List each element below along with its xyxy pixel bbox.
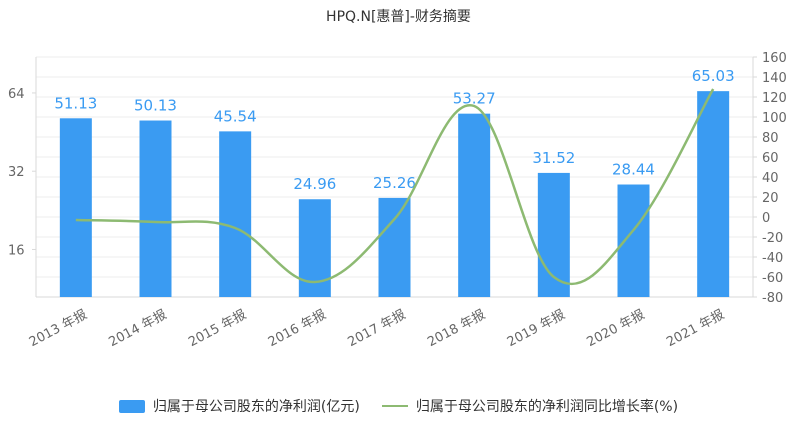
chart-title: HPQ.N[惠普]-财务摘要 (326, 9, 471, 25)
right-axis-tick-label: -60 (762, 271, 783, 286)
bar (617, 184, 650, 297)
data-label: 24.96 (293, 175, 336, 193)
x-axis-tick-label: 2019 年报 (505, 307, 568, 350)
bar (139, 120, 172, 297)
left-axis-tick-label: 64 (8, 87, 25, 102)
legend-item-bar[interactable]: 归属于母公司股东的净利润(亿元) (118, 396, 360, 416)
data-label: 51.13 (54, 94, 97, 112)
right-axis-tick-label: 20 (762, 191, 779, 206)
legend-bar-swatch (118, 399, 145, 413)
left-axis-tick-label: 16 (8, 243, 25, 258)
legend-line-swatch (381, 405, 408, 407)
x-axis-tick-label: 2017 年报 (346, 307, 409, 350)
left-axis-tick-label: 32 (8, 165, 25, 180)
right-axis-tick-label: -80 (762, 291, 783, 306)
right-axis-tick-label: 0 (762, 211, 770, 226)
x-axis-tick-label: 2018 年报 (425, 307, 488, 350)
bar (219, 131, 252, 297)
data-label: 45.54 (214, 107, 257, 125)
data-label: 53.27 (453, 90, 496, 108)
x-axis-tick-label: 2015 年报 (186, 307, 249, 350)
x-axis-tick-label: 2014 年报 (107, 307, 170, 350)
right-axis-tick-label: 120 (762, 91, 787, 106)
chart-canvas: 16 32 64 160 140 120 100 80 60 40 20 0 -20 -40 -60 -80 5… (8, 51, 787, 350)
right-axis-tick-label: 80 (762, 131, 779, 146)
right-axis-tick-label: -40 (762, 251, 783, 266)
right-axis-tick-label: 100 (762, 111, 787, 126)
growth-rate-line (75, 88, 715, 286)
legend: 归属于母公司股东的净利润(亿元) 归属于母公司股东的净利润同比增长率(%) (0, 396, 797, 416)
right-axis-tick-label: 60 (762, 151, 779, 166)
data-label: 65.03 (692, 67, 735, 85)
bar (697, 91, 730, 297)
legend-label-line: 归属于母公司股东的净利润同比增长率(%) (415, 399, 679, 415)
x-axis-tick-label: 2020 年报 (585, 307, 648, 350)
data-label: 50.13 (134, 97, 177, 115)
x-axis-tick-label: 2013 年报 (27, 307, 90, 350)
data-label: 25.26 (373, 174, 416, 192)
bar (59, 118, 92, 298)
legend-label-bar: 归属于母公司股东的净利润(亿元) (152, 399, 360, 415)
data-label: 31.52 (532, 149, 575, 167)
x-axis-tick-label: 2016 年报 (266, 307, 329, 350)
right-axis-tick-label: 40 (762, 171, 779, 186)
bar (378, 197, 411, 297)
right-axis-tick-label: 160 (762, 51, 787, 66)
bar (458, 113, 491, 297)
right-axis-tick-label: 140 (762, 71, 787, 86)
legend-item-line[interactable]: 归属于母公司股东的净利润同比增长率(%) (381, 396, 679, 416)
x-axis-tick-label: 2021 年报 (664, 307, 727, 350)
data-label: 28.44 (612, 161, 655, 179)
right-axis-tick-label: -20 (762, 231, 783, 246)
